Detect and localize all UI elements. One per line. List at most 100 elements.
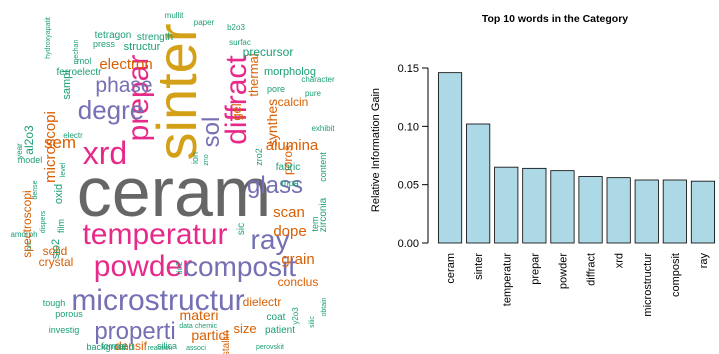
bar-ray [690, 180, 716, 244]
cloud-word: patient [265, 325, 295, 336]
cloud-word: composit [184, 251, 296, 282]
cloud-word: background [86, 342, 133, 352]
cloud-word: paper [194, 18, 215, 27]
cloud-word: electron [99, 56, 152, 73]
cloud-word: mol [77, 56, 92, 66]
cloud-word: crystal [39, 255, 74, 269]
cloud-word: sinter [145, 24, 208, 161]
x-tick-label: powder [557, 253, 569, 289]
bar-composit [662, 179, 687, 244]
y-axis-label: Relative Information Gain [370, 88, 382, 212]
cloud-word: year [15, 143, 24, 159]
cloud-word: powder [94, 250, 192, 283]
cloud-word: hydroxyapatit [45, 17, 52, 59]
cloud-word: tetragon [95, 30, 132, 41]
cloud-word: associ [186, 345, 206, 352]
y-tick-label: 0.10 [398, 121, 419, 133]
cloud-word: sio2 [50, 239, 62, 259]
bar-diffract [578, 176, 603, 244]
cloud-word: sampl [61, 70, 73, 99]
cloud-word: diffract [220, 55, 253, 145]
cloud-word: oxid [53, 184, 65, 204]
cloud-word: silica [157, 341, 177, 351]
bar-chart: Top 10 words in the Category Relative In… [370, 13, 716, 317]
cloud-word: fabric [276, 162, 300, 173]
cloud-word: synthes [264, 99, 280, 147]
y-tick-label: 0.00 [398, 238, 419, 250]
cloud-word: precursor [243, 45, 294, 59]
cloud-word: mechan [73, 39, 80, 64]
cloud-word: character [301, 75, 335, 84]
y-tick-label: 0.15 [398, 63, 419, 75]
bar-microstructur [634, 179, 659, 244]
cloud-word: materi [180, 307, 219, 323]
cloud-word: obtain [321, 297, 328, 316]
cloud-word: alumina [266, 137, 319, 154]
cloud-word: properti [94, 318, 175, 345]
cloud-word: perovskit [256, 344, 284, 351]
cloud-word: prepar [122, 55, 155, 142]
cloud-word: y2o3 [291, 307, 300, 325]
bar-ceram [437, 72, 463, 244]
bar-powder [550, 170, 575, 244]
cloud-word: tio2 [175, 261, 184, 274]
cloud-word: morpholog [264, 66, 316, 78]
cloud-word: scan [273, 204, 305, 221]
cloud-word: porous [55, 309, 83, 319]
cloud-word: size [233, 321, 256, 336]
x-tick-label: temperatur [501, 253, 513, 307]
cloud-word: dope [273, 223, 306, 240]
cloud-word: xrd [83, 135, 127, 171]
x-tick-label: prepar [529, 253, 541, 285]
x-tick-label: diffract [586, 253, 598, 286]
cloud-word: poros [281, 145, 295, 175]
cloud-word: strength [137, 32, 173, 43]
cloud-word: model [18, 155, 43, 165]
cloud-word: b2o3 [227, 23, 245, 32]
cloud-word: press [93, 39, 116, 49]
cloud-word: densif [115, 339, 148, 353]
cloud-word: silic [309, 316, 316, 328]
cloud-word: investig [49, 325, 80, 335]
cloud-word: zro2 [254, 148, 264, 166]
cloud-word: dielectr [243, 295, 282, 309]
cloud-word: content [318, 152, 328, 182]
cloud-word: spectroscopi [20, 190, 34, 257]
cloud-word: pure [305, 89, 322, 98]
cloud-word: sem [44, 133, 76, 152]
cloud-word: chemic [195, 323, 218, 330]
cloud-word: surfac [229, 38, 251, 47]
cloud-word: particl [191, 327, 228, 343]
cloud-word: zirconia [318, 197, 329, 232]
x-tick-label: ceram [445, 253, 457, 284]
cloud-word: ion [190, 152, 200, 164]
y-tick-label: 0.05 [398, 180, 419, 192]
cloud-word: calcin [278, 95, 309, 109]
cloud-word: zno [203, 154, 210, 165]
cloud-word: conclus [278, 275, 319, 289]
cloud-word: sic [236, 223, 247, 235]
bar-sinter [466, 123, 491, 244]
bar-temperatur [494, 166, 519, 244]
cloud-word: structur [124, 41, 161, 53]
cloud-word: mullit [165, 11, 184, 20]
cloud-word: format [101, 341, 127, 351]
cloud-word: reaction [148, 345, 173, 352]
cloud-word: sol [198, 117, 225, 148]
cloud-word: grain [281, 251, 314, 268]
cloud-word: phase [95, 74, 152, 97]
cloud-word: dense [32, 180, 39, 199]
cloud-word: gel [229, 103, 244, 120]
x-tick-label: microstructur [642, 253, 654, 317]
cloud-word: tem [310, 216, 320, 231]
x-tick-label: composit [670, 253, 682, 297]
cloud-word: film [56, 219, 66, 233]
cloud-word: temperatur [82, 218, 227, 251]
cloud-word: glass [247, 172, 303, 199]
cloud-word: electr [63, 131, 83, 140]
bar-prepar [522, 167, 547, 244]
cloud-word: dispers [40, 210, 47, 233]
cloud-word: coat [267, 312, 286, 323]
cloud-word: data [179, 323, 193, 330]
cloud-word: ray [251, 224, 290, 255]
